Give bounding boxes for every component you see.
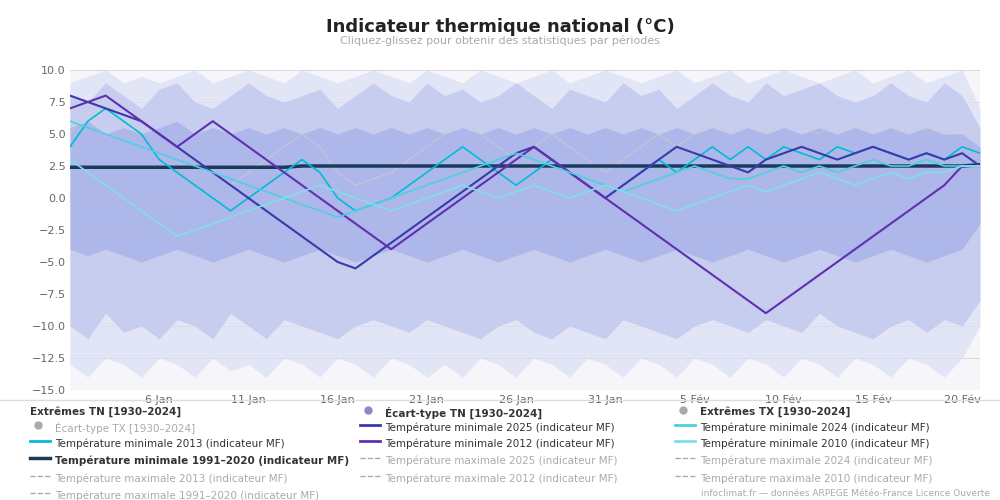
Text: Indicateur thermique national (°C): Indicateur thermique national (°C) [326,18,674,36]
Text: Température maximale 2025 (indicateur MF): Température maximale 2025 (indicateur MF… [385,456,618,466]
Text: Extrêmes TN [1930–2024]: Extrêmes TN [1930–2024] [30,406,181,418]
Text: infoclimat.fr — données ARPEGE Météo-France Licence Ouverte: infoclimat.fr — données ARPEGE Météo-Fra… [701,489,990,498]
Text: Température maximale 1991–2020 (indicateur MF): Température maximale 1991–2020 (indicate… [55,491,319,500]
Text: Température maximale 2012 (indicateur MF): Température maximale 2012 (indicateur MF… [385,474,618,484]
Text: Température minimale 2025 (indicateur MF): Température minimale 2025 (indicateur MF… [385,422,615,432]
Text: Écart-type TN [1930–2024]: Écart-type TN [1930–2024] [385,406,542,419]
Text: Cliquez-glissez pour obtenir des statistiques par périodes: Cliquez-glissez pour obtenir des statist… [340,35,660,45]
Text: Température maximale 2013 (indicateur MF): Température maximale 2013 (indicateur MF… [55,474,288,484]
Text: Température maximale 2010 (indicateur MF): Température maximale 2010 (indicateur MF… [700,474,932,484]
Text: Extrêmes TX [1930–2024]: Extrêmes TX [1930–2024] [700,406,850,418]
Text: Température minimale 1991–2020 (indicateur MF): Température minimale 1991–2020 (indicate… [55,456,349,466]
Text: Température minimale 2024 (indicateur MF): Température minimale 2024 (indicateur MF… [700,422,930,432]
Text: Température minimale 2013 (indicateur MF): Température minimale 2013 (indicateur MF… [55,438,285,449]
Text: Écart-type TX [1930–2024]: Écart-type TX [1930–2024] [55,422,195,434]
Text: Température minimale 2012 (indicateur MF): Température minimale 2012 (indicateur MF… [385,438,615,449]
Text: Température minimale 2010 (indicateur MF): Température minimale 2010 (indicateur MF… [700,438,930,449]
Text: Température maximale 2024 (indicateur MF): Température maximale 2024 (indicateur MF… [700,456,933,466]
